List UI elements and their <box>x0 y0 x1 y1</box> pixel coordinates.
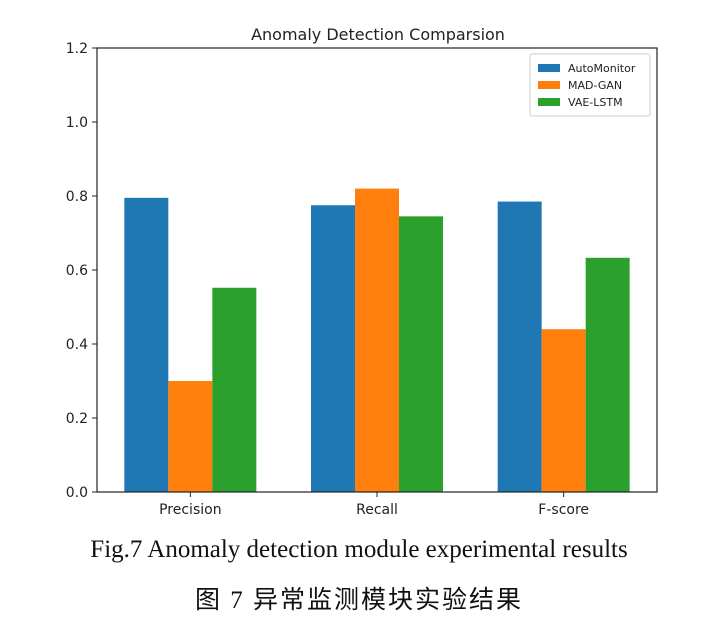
y-tick-label: 0.4 <box>66 337 88 353</box>
bar-mad-gan-recall <box>355 188 399 492</box>
x-tick-label: Recall <box>356 502 398 518</box>
legend-swatch-mad-gan <box>538 81 560 89</box>
legend-swatch-vae-lstm <box>538 98 560 106</box>
y-tick-label: 0.0 <box>66 485 88 501</box>
y-tick-label: 1.0 <box>66 115 88 131</box>
bar-mad-gan-precision <box>168 381 213 492</box>
bar-automonitor-f-score <box>497 201 542 493</box>
y-tick-label: 0.6 <box>66 263 88 279</box>
chart-title: Anomaly Detection Comparsion <box>251 25 505 44</box>
bar-automonitor-recall <box>311 205 355 492</box>
x-tick-label: F-score <box>538 502 589 518</box>
figure-caption-chinese: 图 7 异常监测模块实验结果 <box>194 587 523 614</box>
bar-vae-lstm-recall <box>399 216 443 492</box>
legend-label-mad-gan: MAD-GAN <box>568 79 622 92</box>
bar-vae-lstm-precision <box>212 287 257 492</box>
bar-mad-gan-f-score <box>541 329 586 492</box>
legend-label-vae-lstm: VAE-LSTM <box>568 96 623 109</box>
y-tick-label: 0.8 <box>66 189 88 205</box>
bar-chart: Anomaly Detection Comparsion Precision Re… <box>66 25 658 518</box>
y-tick-label: 1.2 <box>66 41 88 57</box>
x-tick-label: Precision <box>159 502 221 518</box>
y-tick-label: 0.2 <box>66 411 88 427</box>
bar-vae-lstm-f-score <box>585 257 630 492</box>
legend-label-automonitor: AutoMonitor <box>568 62 636 75</box>
figure-caption-english: Fig.7 Anomaly detection module experimen… <box>90 536 628 563</box>
legend-swatch-automonitor <box>538 64 560 72</box>
bar-automonitor-precision <box>124 197 169 492</box>
